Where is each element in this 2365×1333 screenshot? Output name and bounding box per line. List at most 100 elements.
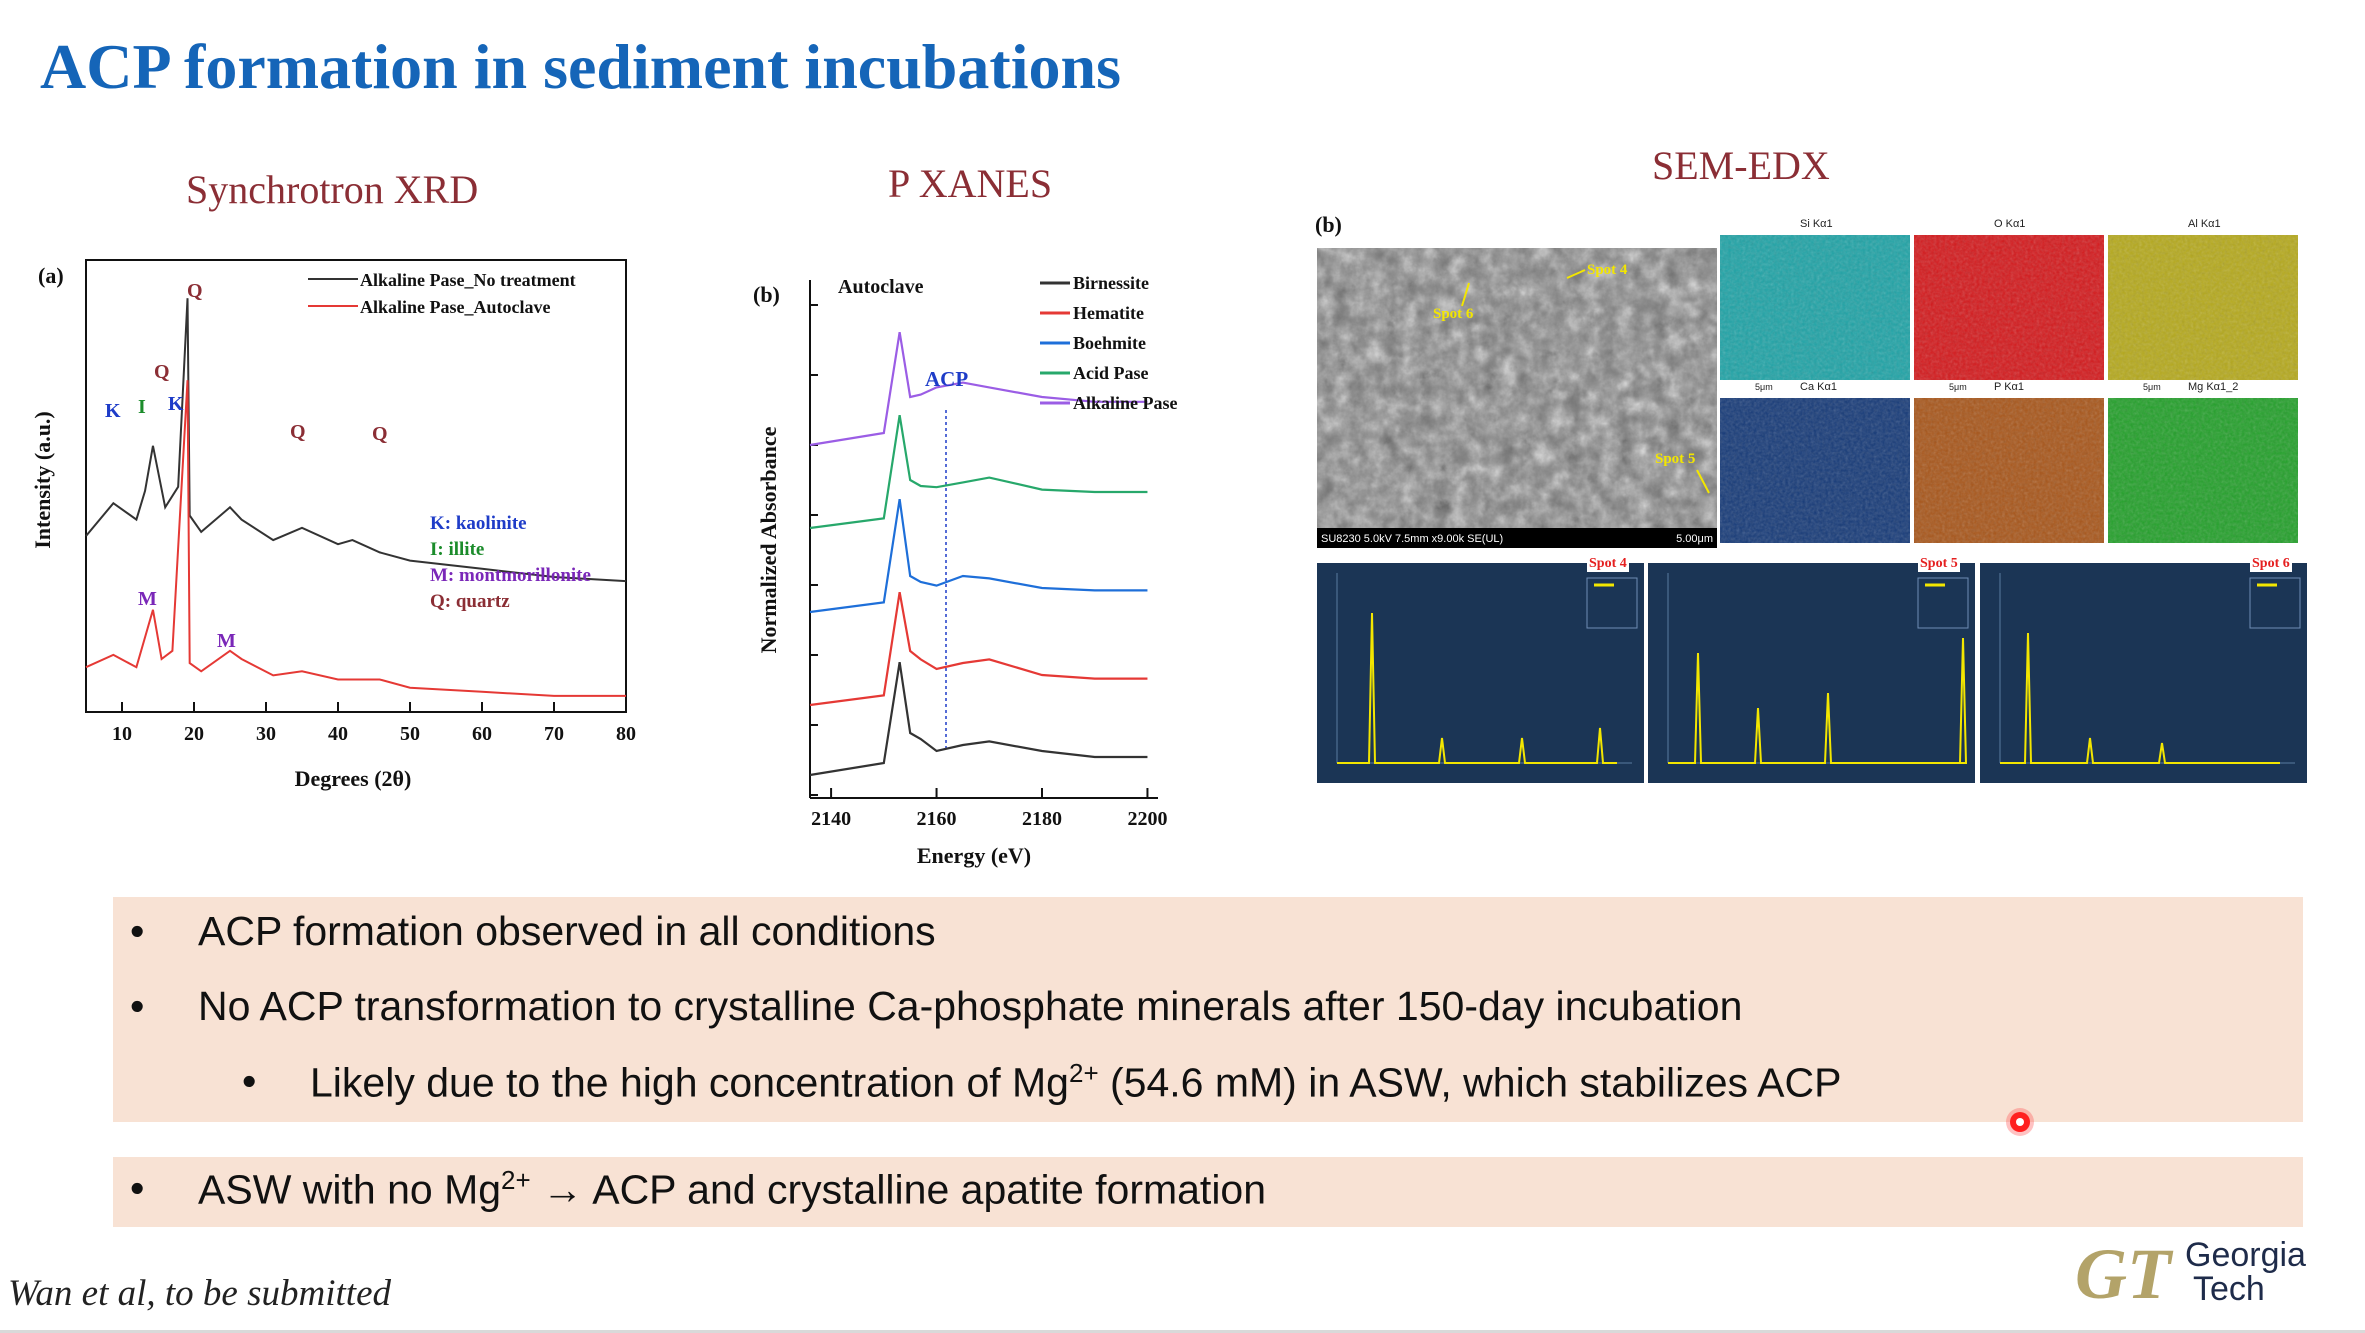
bullet-box-secondary: [113, 1157, 2303, 1227]
xanes-series-line-2: [809, 592, 1148, 707]
xrd-x-tick-label: 10: [112, 723, 132, 745]
bullet-marker: •: [242, 1058, 257, 1104]
xanes-acp-label: ACP: [925, 367, 968, 391]
xanes-x-axis-title: Energy (eV): [917, 843, 1031, 868]
xrd-legend-item-autoclave: Alkaline Pase_Autoclave: [360, 297, 551, 317]
georgia-tech-logo: GT Georgia Tech: [2075, 1234, 2306, 1308]
xanes-series-line-3: [809, 499, 1148, 614]
edx-spectrum-panel: [1317, 563, 1644, 783]
sem-spot-arrow: [1461, 282, 1470, 307]
sem-spot-label-5: Spot 5: [1655, 451, 1695, 467]
edx-map-texture: [2108, 398, 2298, 543]
edx-spectrum-label: Spot 4: [1587, 556, 1629, 572]
xanes-panel-letter: (b): [753, 282, 780, 307]
sem-panel-letter: (b): [1315, 212, 1342, 237]
xanes-series-line-4: [809, 415, 1148, 530]
edx-spectrum-plot: [1336, 573, 1638, 764]
edx-map-tile: [1914, 235, 2104, 380]
xrd-panel-letter: (a): [38, 263, 64, 288]
edx-spectrum-legend-box: [1586, 577, 1638, 629]
xanes-x-tick-label: 2200: [1127, 808, 1167, 830]
xanes-legend-item: Birnessite: [1073, 273, 1149, 293]
edx-spectrum-panel: [1648, 563, 1975, 783]
xrd-x-tick-label: 60: [472, 723, 492, 745]
edx-map-label: P Kα1: [1994, 381, 2025, 393]
bullet-marker: •: [130, 1165, 145, 1211]
slide-title: ACP formation in sediment incubations: [40, 31, 1121, 102]
edx-map-scale-label: 5μm: [1949, 382, 1967, 392]
xrd-x-tick-label: 40: [328, 723, 348, 745]
xanes-x-tick-label: 2140: [811, 808, 851, 830]
edx-spectrum-plot: [1667, 573, 1969, 764]
edx-spectrum-line: [2000, 632, 2280, 764]
xrd-peak-label-q: Q: [154, 361, 170, 383]
xrd-peak-label-q: Q: [290, 421, 306, 443]
xanes-series-line-5: [809, 332, 1148, 447]
bullet-text-2: No ACP transformation to crystalline Ca-…: [198, 983, 1743, 1029]
xanes-legend-item: Hematite: [1073, 303, 1144, 323]
xrd-x-tick-label: 30: [256, 723, 276, 745]
xanes-condition-label: Autoclave: [838, 276, 924, 298]
gt-logo-mark: GT: [2075, 1234, 2174, 1308]
xanes-series-line-1: [809, 662, 1148, 777]
gt-logo-line2: Tech: [2193, 1270, 2265, 1308]
sem-section-label: SEM-EDX: [1652, 143, 1830, 188]
bullet-text-4: ASW with no Mg2+ → ACP and crystalline a…: [198, 1165, 1267, 1213]
xanes-legend-item: Acid Pase: [1073, 363, 1149, 383]
edx-map-tile: [1720, 235, 1910, 380]
xrd-key-kaolinite: K: kaolinite: [430, 513, 527, 534]
xrd-y-axis-title: Intensity (a.u.): [30, 411, 55, 549]
xanes-chart: (b) 2140 2160 2180 2200 Autoclave ACP Birne…: [753, 273, 1178, 868]
xrd-peak-label-k: K: [168, 393, 184, 415]
pointer-cursor: [2010, 1112, 2030, 1132]
sem-spot-arrow: [1696, 469, 1710, 494]
xrd-peak-label-i: I: [138, 396, 146, 418]
bullet-marker: •: [130, 983, 145, 1029]
xrd-series-line-1: [85, 298, 627, 583]
xrd-key-illite: I: illite: [430, 539, 484, 560]
sem-spot-label-4: Spot 4: [1587, 262, 1628, 278]
edx-spectrum-label: Spot 6: [2250, 556, 2292, 572]
xrd-legend: Alkaline Pase_No treatment Alkaline Pase…: [308, 270, 576, 317]
edx-map-texture: [1720, 235, 1910, 380]
bullet-box-main: [113, 897, 2303, 1122]
xrd-plot-frame: [85, 259, 627, 713]
xanes-section-label: P XANES: [888, 161, 1053, 206]
xrd-peak-label-q: Q: [187, 280, 203, 302]
xrd-peak-label-q: Q: [372, 423, 388, 445]
edx-map-label: Al Kα1: [2188, 218, 2221, 230]
xrd-key-montmorillonite: M: montmorillonite: [430, 565, 591, 586]
xrd-x-tick-label: 20: [184, 723, 204, 745]
xanes-y-axis-title: Normalized Absorbance: [756, 426, 781, 653]
edx-spectrum-line: [1337, 612, 1617, 764]
xanes-legend-item: Boehmite: [1073, 333, 1146, 353]
bullet-text-3: Likely due to the high concentration of …: [310, 1058, 1842, 1106]
bottom-divider: [0, 1330, 2365, 1333]
edx-spectrum-label: Spot 5: [1918, 556, 1960, 572]
edx-map-scale-label: 5μm: [2143, 382, 2161, 392]
xrd-series-line-2: [85, 380, 626, 697]
xrd-x-tick-label: 50: [400, 723, 420, 745]
bullet-marker: •: [130, 908, 145, 954]
xrd-chart: (a) 10 20 30 40 50 60 70 80 Alkaline Pase_No tr…: [30, 259, 636, 791]
edx-map-texture: [1720, 398, 1910, 543]
sem-image: SU8230 5.0kV 7.5mm x9.00k SE(UL) 5.00μm …: [1317, 248, 1717, 548]
xanes-legend-item: Alkaline Pase: [1073, 393, 1178, 413]
xrd-peak-label-m: M: [217, 630, 236, 652]
edx-map-texture: [1914, 235, 2104, 380]
xrd-x-axis-title: Degrees (2θ): [295, 766, 412, 791]
edx-map-label: Mg Kα1_2: [2188, 381, 2239, 393]
xanes-x-tick-label: 2180: [1022, 808, 1062, 830]
xanes-x-tick-label: 2160: [917, 808, 957, 830]
edx-spectrum-legend-box: [2249, 577, 2301, 629]
edx-map-label: Ca Kα1: [1800, 381, 1837, 393]
sem-image-caption: SU8230 5.0kV 7.5mm x9.00k SE(UL): [1321, 533, 1503, 545]
xrd-section-label: Synchrotron XRD: [186, 167, 479, 212]
sem-spot-label-6: Spot 6: [1433, 306, 1474, 322]
edx-spectrum-plot: [1999, 573, 2301, 764]
xrd-key-quartz: Q: quartz: [430, 591, 510, 612]
edx-map-tile: [2108, 398, 2298, 543]
xrd-x-tick-label: 70: [544, 723, 564, 745]
sem-spot-arrow: [1566, 269, 1586, 279]
sem-image-scale: 5.00μm: [1676, 533, 1713, 545]
